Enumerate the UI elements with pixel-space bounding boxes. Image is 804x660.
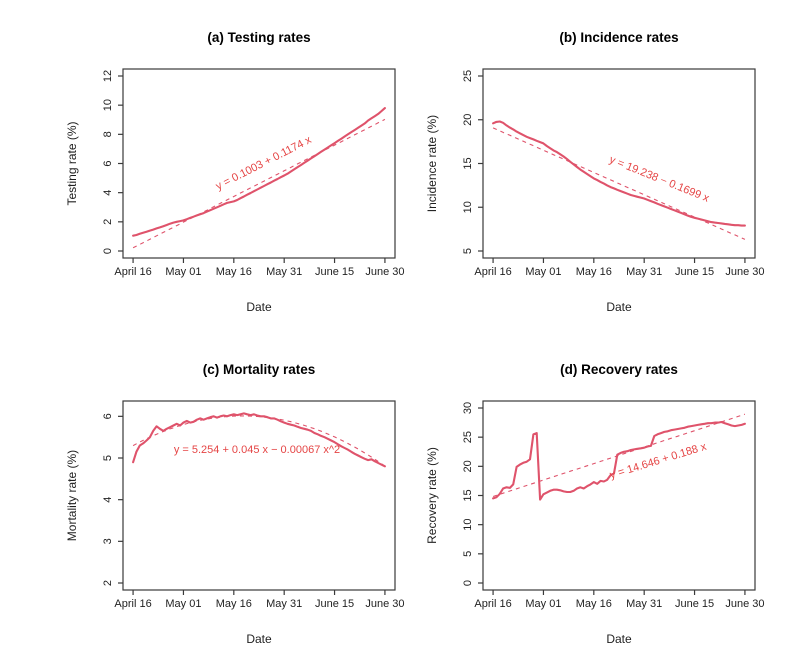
panel-c-y-tick-label: 2 <box>102 580 114 586</box>
panel-a-y-tick-label: 8 <box>102 131 114 137</box>
panel-b-x-tick-label: June 15 <box>675 266 714 278</box>
panel-a-y-tick-label: 6 <box>102 160 114 166</box>
panel-b-y-axis-label: Incidence rate (%) <box>425 115 439 212</box>
panel-c-x-tick-label: June 30 <box>365 598 404 610</box>
panel-c-series-line <box>132 412 386 468</box>
panel-a-y-tick-label: 0 <box>102 248 114 254</box>
panel-d-x-tick-label: May 16 <box>576 598 612 610</box>
panel-a-x-tick-label: June 15 <box>315 266 354 278</box>
panel-c-x-tick-label: June 15 <box>315 598 354 610</box>
panel-a-title: (a) Testing rates <box>207 30 310 45</box>
panel-c-x-tick-label: May 01 <box>165 598 201 610</box>
panel-a-x-tick-label: May 31 <box>266 266 302 278</box>
panel-b-y-tick-label: 25 <box>462 70 474 82</box>
panel-a-x-tick-label: May 16 <box>216 266 252 278</box>
panel-a-y-tick-label: 4 <box>102 190 114 196</box>
panel-b-y-tick-label: 10 <box>462 201 474 213</box>
panel-d-y-tick-label: 15 <box>462 489 474 501</box>
panel-d-x-tick-label: May 01 <box>525 598 561 610</box>
panel-b-fit-equation: y = 19.238 − 0.1699 x <box>608 154 712 205</box>
panel-c-y-tick-label: 5 <box>102 455 114 461</box>
panel-b-y-tick-label: 20 <box>462 114 474 126</box>
panel-a-series-line <box>132 107 386 237</box>
panel-a-y-tick-label: 12 <box>102 70 114 82</box>
panel-d-fit-equation: y = 14.646 + 0.188 x <box>608 441 708 482</box>
panel-b-x-tick-label: May 01 <box>525 266 561 278</box>
panel-d-y-tick-label: 20 <box>462 460 474 472</box>
panel-d-y-tick-label: 30 <box>462 402 474 414</box>
panel-d-y-tick-label: 25 <box>462 431 474 443</box>
panel-c-y-axis-label: Mortality rate (%) <box>65 450 79 541</box>
panel-d-series-line <box>492 420 746 501</box>
panel-c-x-tick-label: May 16 <box>216 598 252 610</box>
panel-d-y-tick-label: 10 <box>462 519 474 531</box>
panel-b-x-tick-label: May 16 <box>576 266 612 278</box>
panel-c-plot-box <box>122 400 396 591</box>
panel-d-y-axis-label: Recovery rate (%) <box>425 447 439 544</box>
panel-a-x-tick-label: June 30 <box>365 266 404 278</box>
panel-b-y-tick-label: 15 <box>462 157 474 169</box>
panel-a-x-tick-label: May 01 <box>165 266 201 278</box>
panel-b-title: (b) Incidence rates <box>559 30 678 45</box>
panel-b-fit-line <box>492 127 746 240</box>
panel-a-y-tick-label: 10 <box>102 99 114 111</box>
panel-c-x-tick-label: May 31 <box>266 598 302 610</box>
panel-a-y-axis-label: Testing rate (%) <box>65 121 79 205</box>
panel-d-x-tick-label: June 15 <box>675 598 714 610</box>
panel-c-y-tick-label: 4 <box>102 497 114 503</box>
panel-d-x-tick-label: May 31 <box>626 598 662 610</box>
panel-c-title: (c) Mortality rates <box>203 362 316 377</box>
panel-c-x-tick-label: April 16 <box>114 598 151 610</box>
panel-c-x-axis-label: Date <box>246 632 272 646</box>
panel-c-y-tick-label: 3 <box>102 538 114 544</box>
panel-b-series-line <box>492 120 746 227</box>
panel-d-y-tick-label: 5 <box>462 551 474 557</box>
panel-b-y-tick-label: 5 <box>462 248 474 254</box>
panel-a-y-tick-label: 2 <box>102 219 114 225</box>
panel-a-fit-line <box>132 118 386 249</box>
panel-d-x-tick-label: June 30 <box>725 598 764 610</box>
panel-c-fit-line <box>132 415 386 467</box>
panel-a-x-axis-label: Date <box>246 300 272 314</box>
panel-b-x-axis-label: Date <box>606 300 632 314</box>
panel-b-x-tick-label: April 16 <box>474 266 511 278</box>
panel-d-x-tick-label: April 16 <box>474 598 511 610</box>
panel-b-x-tick-label: June 30 <box>725 266 764 278</box>
panel-d-plot-box <box>482 400 756 591</box>
panel-d-x-axis-label: Date <box>606 632 632 646</box>
panel-d-y-tick-label: 0 <box>462 580 474 586</box>
panel-c-fit-equation: y = 5.254 + 0.045 x − 0.00067 x^2 <box>174 444 340 456</box>
panel-d-title: (d) Recovery rates <box>560 362 678 377</box>
panel-a-x-tick-label: April 16 <box>114 266 151 278</box>
panel-c-y-tick-label: 6 <box>102 413 114 419</box>
panel-b-x-tick-label: May 31 <box>626 266 662 278</box>
